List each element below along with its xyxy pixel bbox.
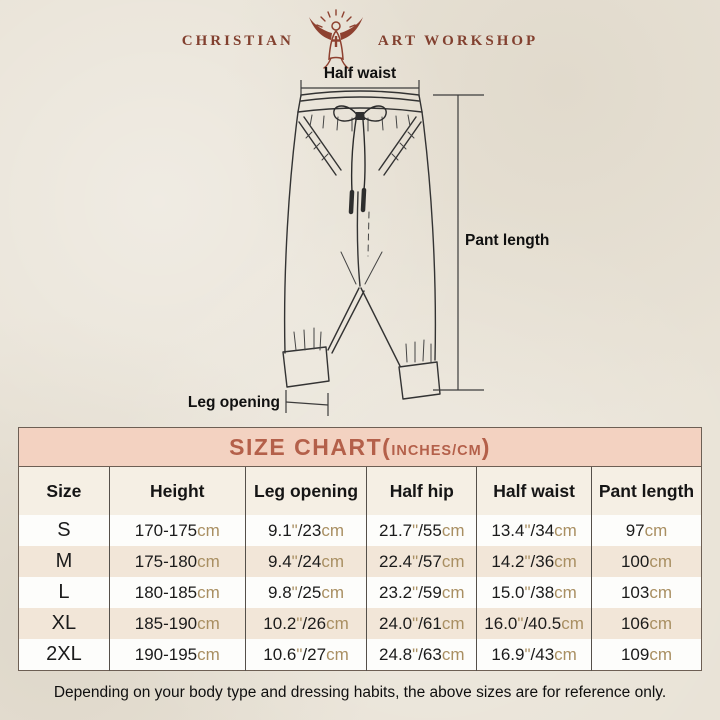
col-header-leg-opening: Leg opening (244, 466, 367, 515)
measure-cell: 97cm (590, 515, 702, 546)
measure-cell: 24.8"/63cm (366, 639, 477, 671)
footer-note: Depending on your body type and dressing… (53, 684, 667, 701)
measure-cell: 13.4"/34cm (476, 515, 592, 546)
size-chart-title: SIZE CHART(INCHES/CM) (18, 427, 702, 467)
title-main: SIZE CHART( (229, 433, 392, 460)
brand-header: CHRISTIAN ART WORKSHOP (0, 8, 720, 70)
title-row: SIZE CHART(INCHES/CM) (18, 427, 702, 467)
measure-cell: 16.0"/40.5cm (476, 608, 592, 639)
half-waist-label: Half waist (324, 65, 396, 82)
col-header-size: Size (18, 466, 110, 515)
half-waist-measure (300, 80, 420, 97)
measure-cell: 22.4"/57cm (366, 546, 477, 577)
column-header-row: Size Height Leg opening Half hip Half wa… (18, 466, 702, 515)
measure-cell: 106cm (590, 608, 702, 639)
size-chart-table: SIZE CHART(INCHES/CM) Size Height Leg op… (18, 427, 702, 671)
measure-cell: 9.4"/24cm (244, 546, 367, 577)
table-row-L: L 180-185cm 9.8"/25cm 23.2"/59cm 15.0"/38cm 1… (18, 577, 702, 608)
table-row-2XL: 2XL 190-195cm 10.6"/27cm 24.8"/63cm 16.9"/43… (18, 639, 702, 671)
measure-cell: 100cm (590, 546, 702, 577)
pant-length-label: Pant length (465, 232, 549, 249)
size-cell: S (57, 519, 71, 541)
size-chart: SIZE CHART(INCHES/CM) Size Height Leg op… (18, 427, 702, 671)
measure-cell: 16.9"/43cm (476, 639, 592, 671)
jesus-figure-icon (304, 8, 368, 74)
measure-cell: 14.2"/36cm (476, 546, 592, 577)
table-row-S: S 170-175cm 9.1"/23cm 21.7"/55cm 13.4"/34cm 9… (18, 515, 702, 546)
col-header-height: Height (108, 466, 246, 515)
size-cell: 2XL (46, 643, 82, 665)
measure-cell: 24.0"/61cm (366, 608, 477, 639)
measure-cell: 180-185cm (108, 577, 246, 608)
col-header-half-waist: Half waist (476, 466, 592, 515)
measure-cell: 10.2"/26cm (244, 608, 367, 639)
table-row-M: M 175-180cm 9.4"/24cm 22.4"/57cm 14.2"/36cm 1… (18, 546, 702, 577)
measure-cell: 185-190cm (108, 608, 246, 639)
measure-cell: 15.0"/38cm (476, 577, 592, 608)
measure-cell: 170-175cm (108, 515, 246, 546)
title-sub: INCHES/CM (391, 442, 482, 459)
leg-opening-measure (285, 390, 329, 416)
pants-drawing: Half waist Pant length Leg opening (188, 65, 549, 416)
measure-cell: 175-180cm (108, 546, 246, 577)
size-cell: M (55, 550, 73, 572)
measure-cell: 21.7"/55cm (366, 515, 477, 546)
leg-opening-label: Leg opening (188, 394, 280, 411)
measure-cell: 109cm (590, 639, 702, 671)
brand-name-right: ART WORKSHOP (377, 32, 539, 49)
size-cell: L (58, 581, 70, 603)
measure-cell: 9.8"/25cm (244, 577, 367, 608)
measure-cell: 190-195cm (108, 639, 246, 671)
pant-length-measure (433, 94, 484, 391)
size-table-body: S 170-175cm 9.1"/23cm 21.7"/55cm 13.4"/34cm 9… (18, 515, 702, 671)
drawstring-bow-icon (333, 105, 387, 215)
table-row-XL: XL 185-190cm 10.2"/26cm 24.0"/61cm 16.0"/40.… (18, 608, 702, 639)
measure-cell: 103cm (590, 577, 702, 608)
size-cell: XL (51, 612, 77, 634)
pants-measurement-diagram: Half waist Pant length Leg opening (0, 60, 720, 425)
col-header-pant-length: Pant length (590, 466, 702, 515)
measure-cell: 23.2"/59cm (366, 577, 477, 608)
title-close: ) (481, 433, 491, 460)
measure-cell: 9.1"/23cm (244, 515, 367, 546)
col-header-half-hip: Half hip (366, 466, 477, 515)
measure-cell: 10.6"/27cm (244, 639, 367, 671)
brand-name-left: CHRISTIAN (181, 32, 294, 49)
